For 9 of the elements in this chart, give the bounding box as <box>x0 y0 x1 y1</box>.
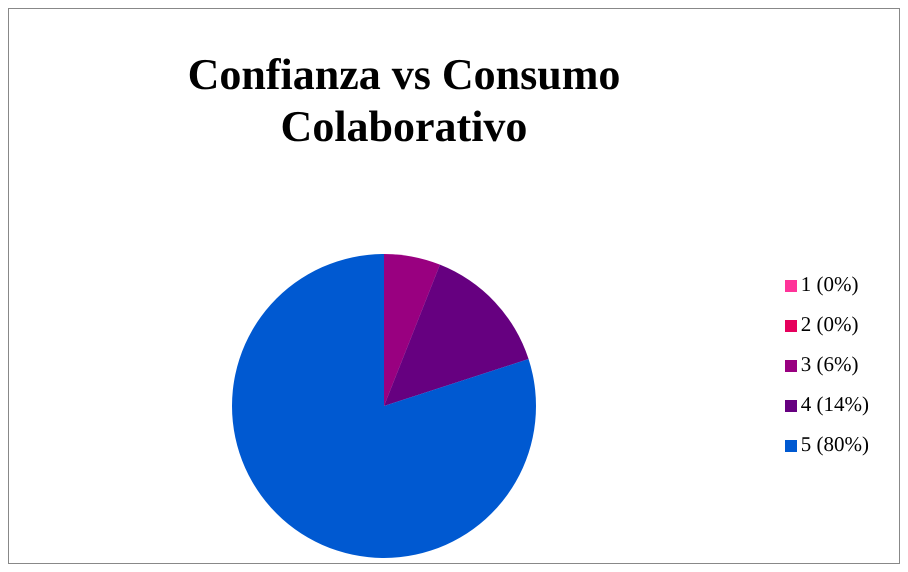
legend-label: 2 (0%) <box>800 312 858 336</box>
legend-label: 5 (80%) <box>800 432 869 456</box>
legend-label: 3 (6%) <box>800 352 858 376</box>
pie-slice <box>384 264 529 406</box>
legend-label: 1 (0%) <box>800 272 858 296</box>
pie-slice <box>384 254 440 406</box>
pie-slice <box>232 254 536 558</box>
chart-title: Confianza vs Consumo Colaborativo <box>186 49 622 153</box>
legend-label: 4 (14%) <box>800 392 869 416</box>
